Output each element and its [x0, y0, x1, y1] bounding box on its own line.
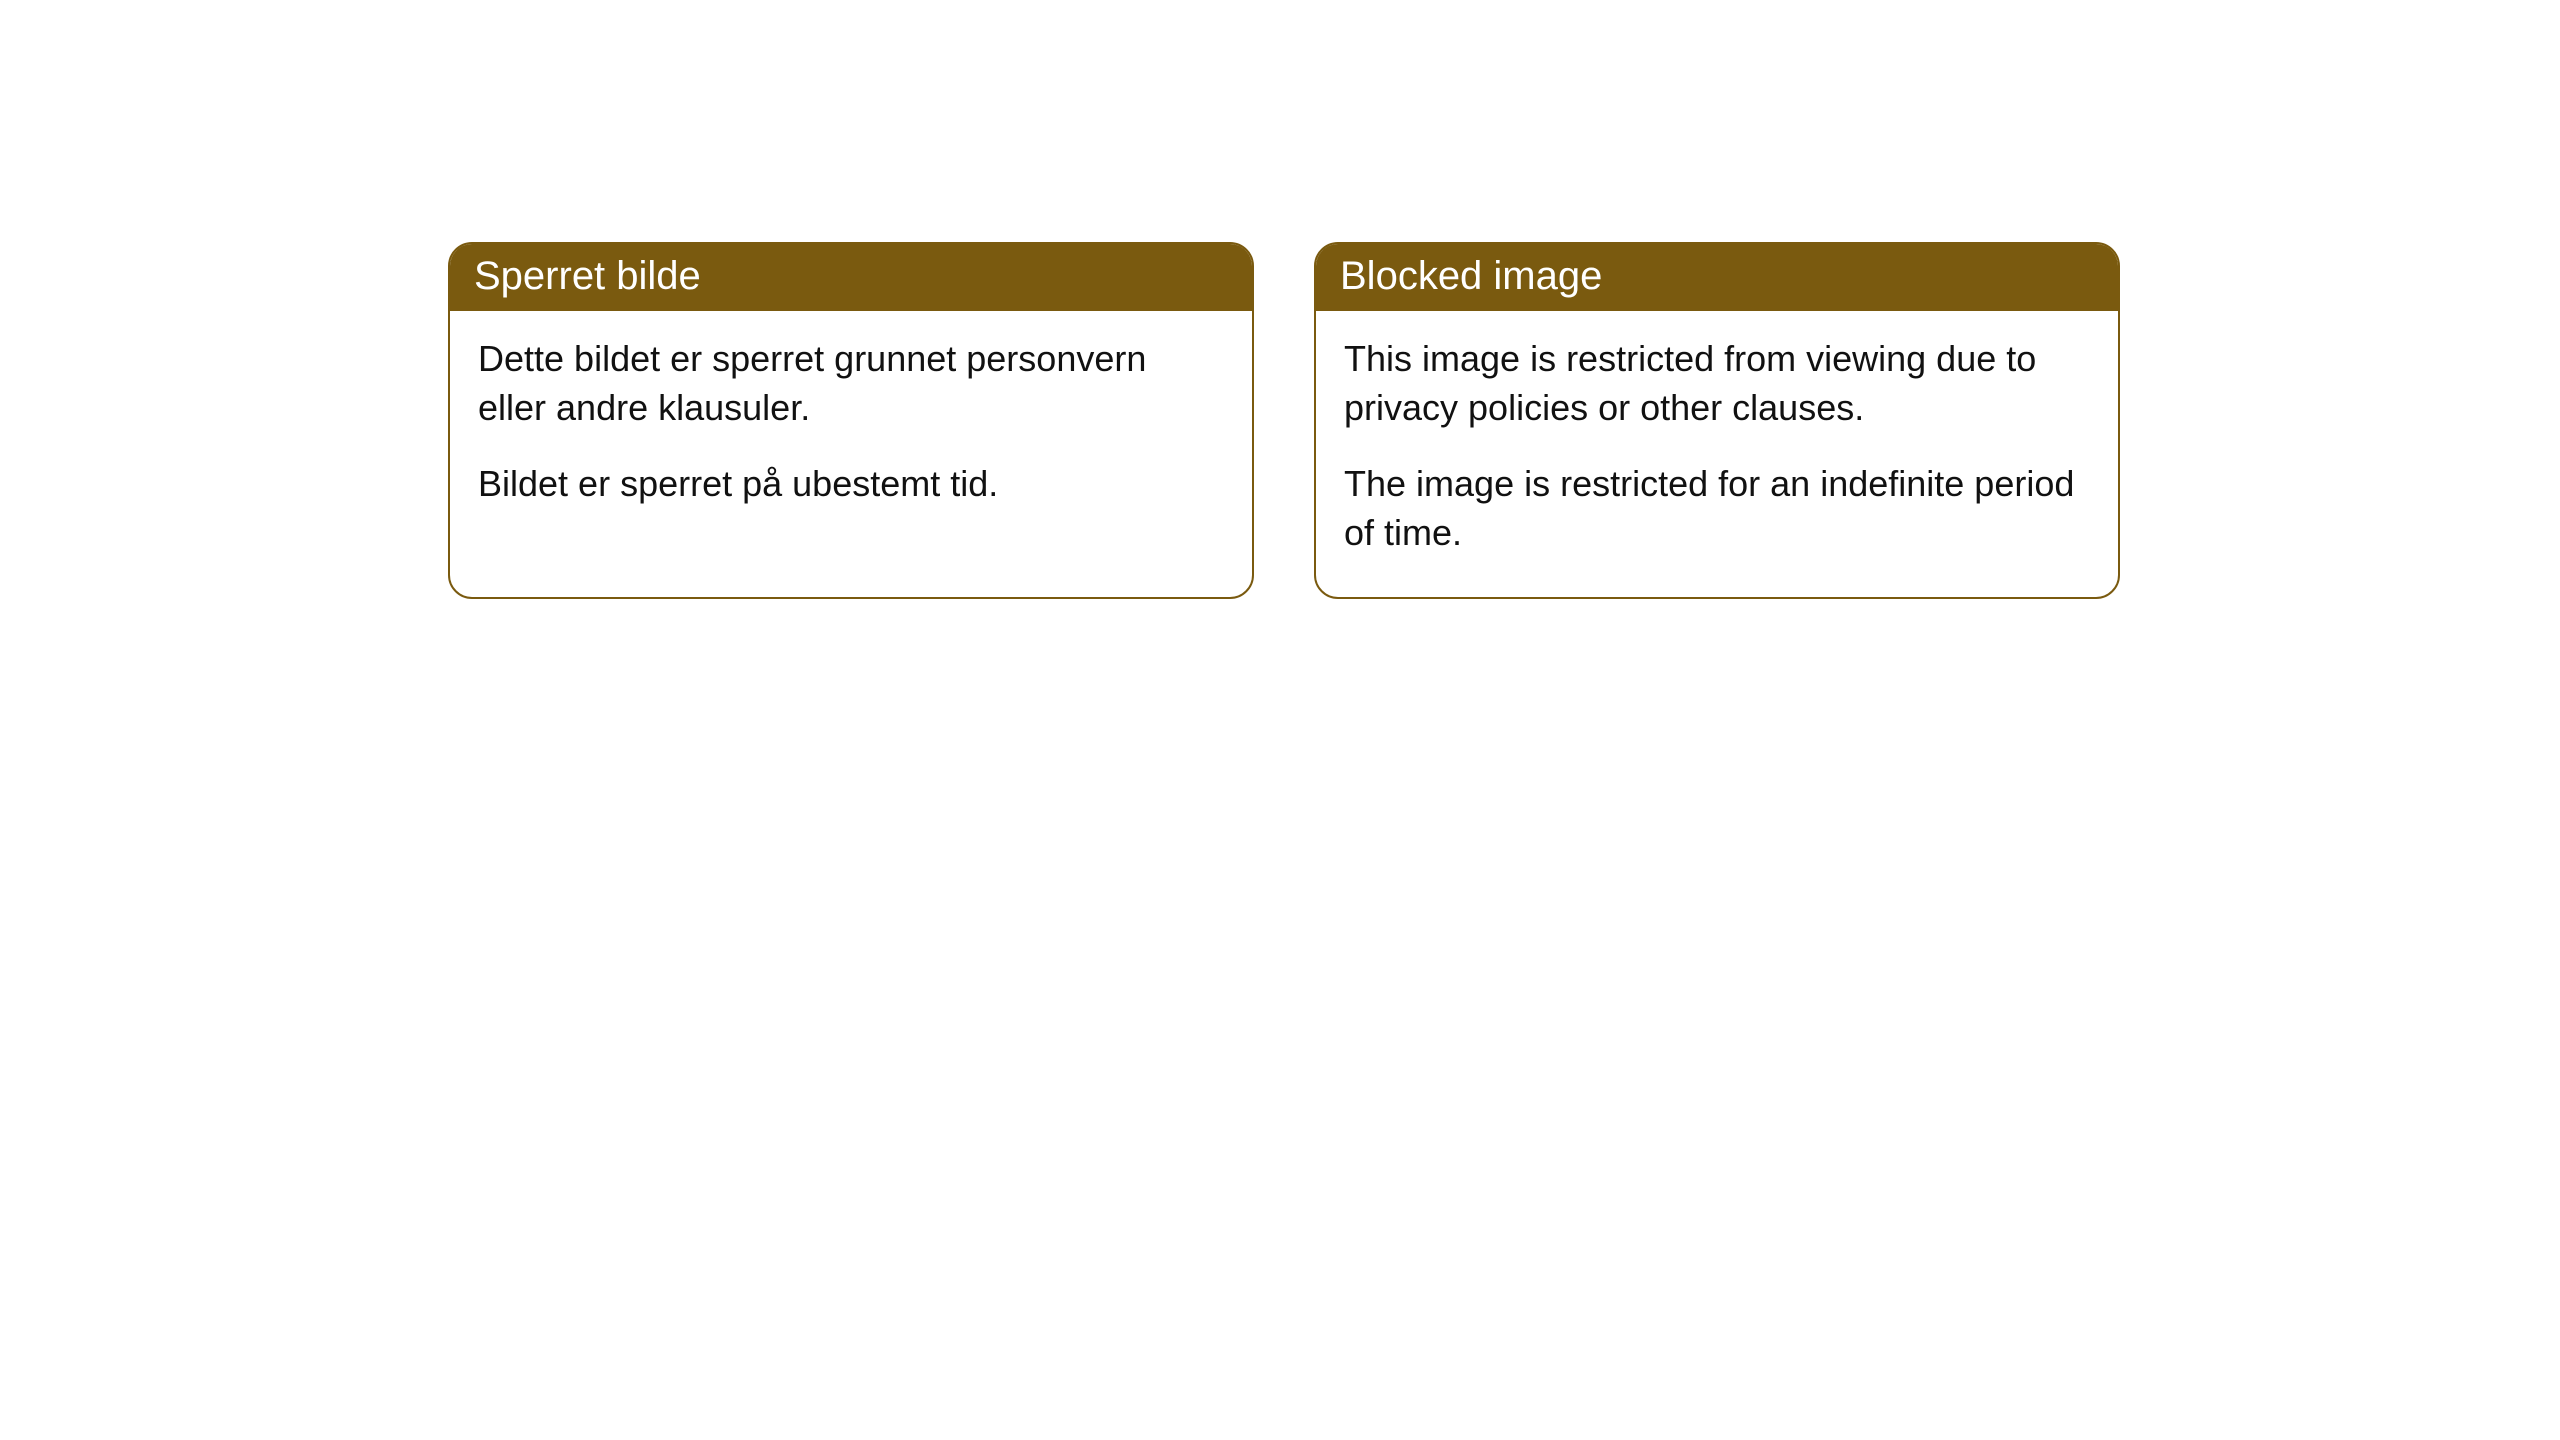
notice-cards-container: Sperret bilde Dette bildet er sperret gr…	[448, 242, 2120, 599]
card-paragraph-1-en: This image is restricted from viewing du…	[1344, 335, 2090, 432]
card-body-no: Dette bildet er sperret grunnet personve…	[450, 311, 1252, 549]
card-paragraph-2-no: Bildet er sperret på ubestemt tid.	[478, 460, 1224, 509]
card-header-no: Sperret bilde	[450, 244, 1252, 311]
blocked-image-card-no: Sperret bilde Dette bildet er sperret gr…	[448, 242, 1254, 599]
blocked-image-card-en: Blocked image This image is restricted f…	[1314, 242, 2120, 599]
card-paragraph-2-en: The image is restricted for an indefinit…	[1344, 460, 2090, 557]
card-body-en: This image is restricted from viewing du…	[1316, 311, 2118, 597]
card-header-en: Blocked image	[1316, 244, 2118, 311]
card-paragraph-1-no: Dette bildet er sperret grunnet personve…	[478, 335, 1224, 432]
card-title-no: Sperret bilde	[474, 254, 701, 298]
card-title-en: Blocked image	[1340, 254, 1602, 298]
